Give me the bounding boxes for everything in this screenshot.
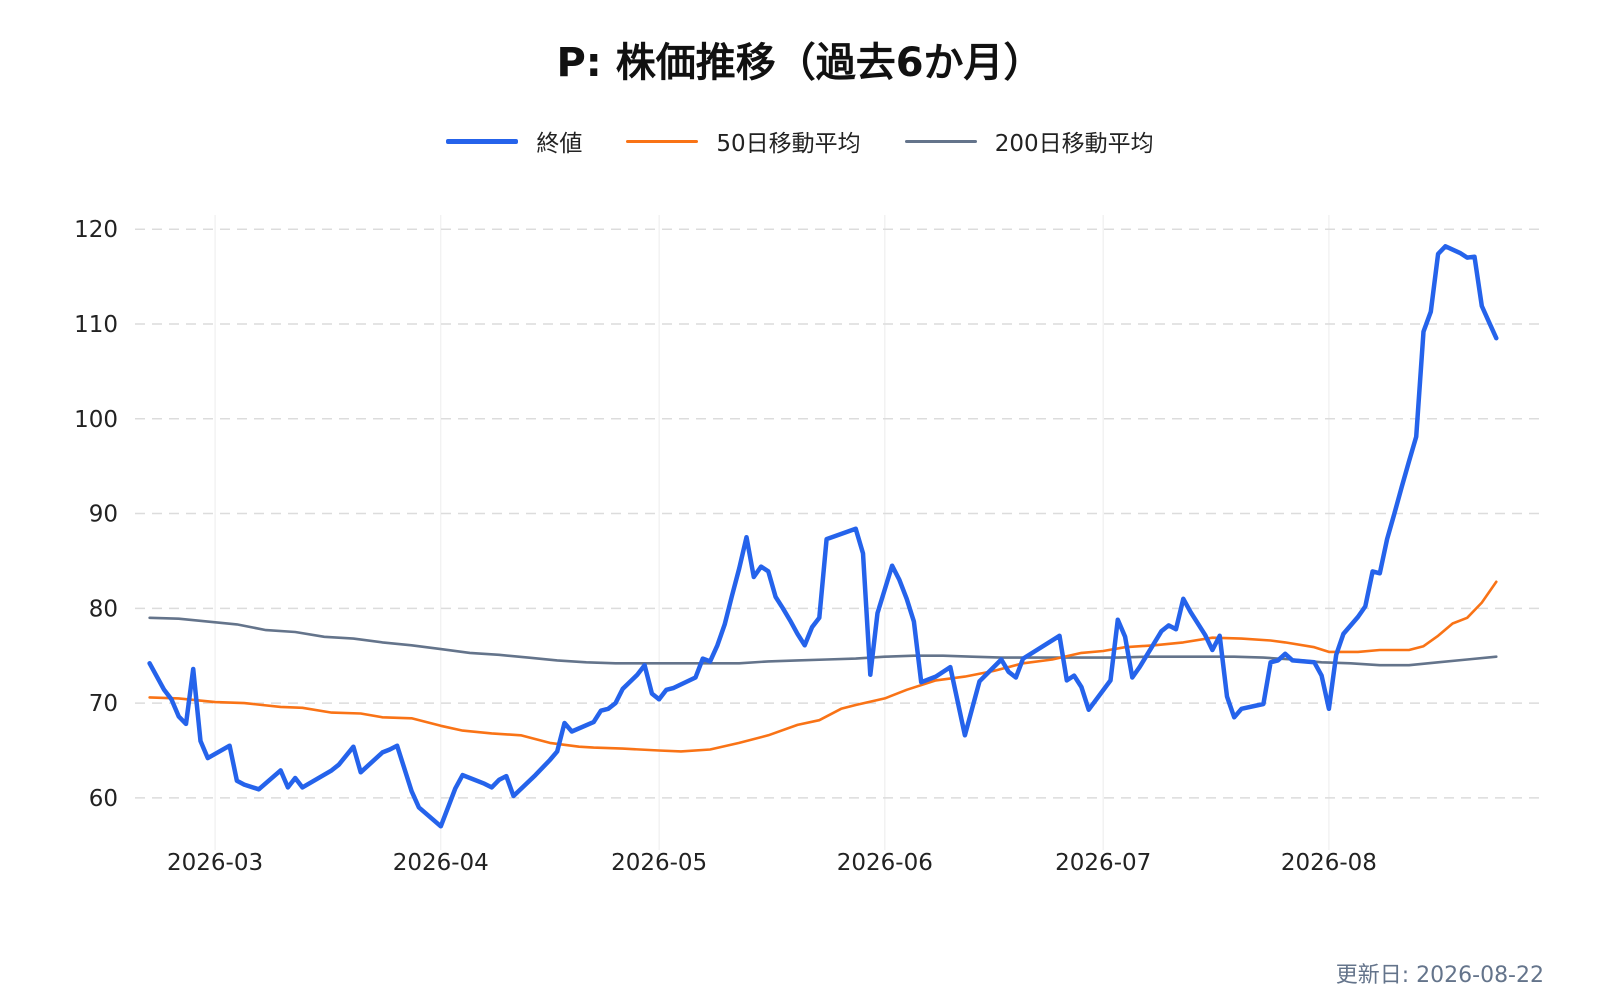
legend-label-ma200: 200日移動平均 bbox=[994, 131, 1154, 157]
updated-date: 更新日: 2026-08-22 bbox=[1335, 963, 1544, 988]
chart-title: P: 株価推移（過去6か月） bbox=[556, 40, 1044, 86]
close-price-line bbox=[147, 244, 1499, 829]
ma50-line bbox=[148, 580, 1498, 753]
legend-item-close: 終値 bbox=[446, 124, 582, 158]
y-tick-label: 70 bbox=[89, 691, 118, 717]
y-tick-label: 100 bbox=[74, 407, 118, 433]
ma200-line bbox=[148, 616, 1498, 667]
y-tick-label: 80 bbox=[89, 596, 118, 622]
x-tick-label: 2026-07 bbox=[1055, 850, 1151, 876]
series-layer bbox=[147, 244, 1499, 829]
x-tick-label: 2026-08 bbox=[1281, 850, 1377, 876]
legend-item-ma200: 200日移動平均 bbox=[904, 124, 1154, 158]
x-tick-label: 2026-04 bbox=[393, 850, 489, 876]
chart-legend: 終値 50日移動平均 200日移動平均 bbox=[0, 124, 1600, 158]
legend-swatch-ma50 bbox=[626, 139, 699, 143]
y-tick-label: 120 bbox=[74, 217, 118, 243]
x-tick-label: 2026-06 bbox=[837, 850, 933, 876]
legend-label-ma50: 50日移動平均 bbox=[716, 131, 861, 157]
grid-layer bbox=[135, 215, 1540, 850]
legend-item-ma50: 50日移動平均 bbox=[626, 124, 861, 158]
tick-layer: 2026-03 2026-04 2026-05 2026-06 2026-07 2026-… bbox=[74, 217, 1377, 876]
legend-swatch-close bbox=[446, 138, 519, 144]
legend-swatch-ma200 bbox=[904, 139, 977, 143]
x-tick-label: 2026-03 bbox=[167, 850, 263, 876]
price-chart: 2026-03 2026-04 2026-05 2026-06 2026-07 2026-… bbox=[74, 215, 1540, 876]
legend-label-close: 終値 bbox=[536, 131, 583, 157]
y-tick-label: 110 bbox=[74, 312, 118, 338]
y-tick-label: 90 bbox=[89, 502, 118, 528]
x-tick-label: 2026-05 bbox=[611, 850, 707, 876]
y-tick-label: 60 bbox=[89, 786, 118, 812]
